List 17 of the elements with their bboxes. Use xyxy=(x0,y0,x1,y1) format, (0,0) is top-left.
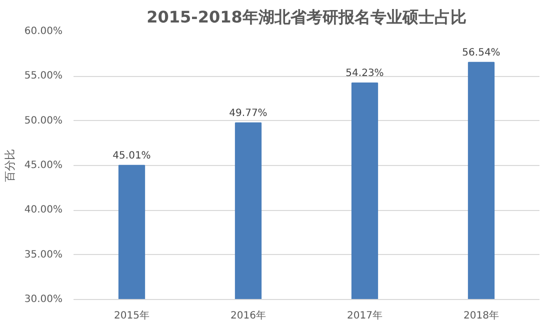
y-tick-label: 35.00% xyxy=(24,249,63,260)
data-label: 49.77% xyxy=(229,108,268,119)
y-axis-title: 百分比 xyxy=(3,149,16,182)
y-tick-label: 30.00% xyxy=(24,294,63,305)
y-tick-label: 50.00% xyxy=(24,115,63,126)
data-label: 45.01% xyxy=(112,150,151,162)
data-label: 56.54% xyxy=(462,47,500,58)
x-tick-label: 2017年 xyxy=(347,310,382,322)
chart-title: 2015-2018年湖北省考研报名专业硕士占比 xyxy=(146,8,466,26)
x-tick-label: 2015年 xyxy=(114,310,150,322)
data-label: 54.23% xyxy=(346,68,384,80)
y-tick-label: 55.00% xyxy=(24,70,63,82)
x-tick-label: 2018年 xyxy=(464,310,499,322)
y-tick-label: 60.00% xyxy=(24,26,63,37)
x-tick-label: 2016年 xyxy=(230,310,266,322)
y-tick-label: 45.00% xyxy=(24,160,63,171)
y-tick-label: 40.00% xyxy=(24,204,63,216)
